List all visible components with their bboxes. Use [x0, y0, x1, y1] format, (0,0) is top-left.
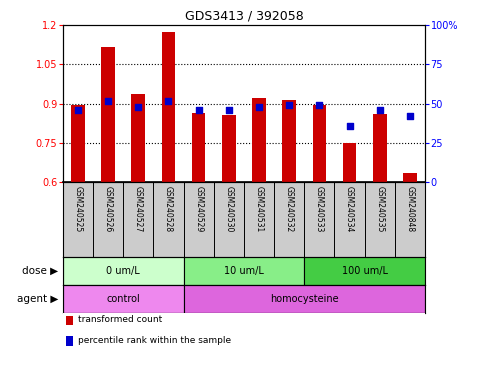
Bar [304, 257, 425, 285]
Text: GSM240528: GSM240528 [164, 186, 173, 232]
Bar [71, 105, 85, 182]
Bar [313, 105, 326, 182]
Bar [131, 94, 145, 182]
Text: GSM240534: GSM240534 [345, 186, 354, 233]
Text: 100 um/L: 100 um/L [341, 266, 388, 276]
Point [346, 122, 354, 129]
Text: GSM240525: GSM240525 [73, 186, 83, 232]
Text: homocysteine: homocysteine [270, 294, 339, 304]
Text: agent ▶: agent ▶ [16, 294, 58, 304]
Text: GSM240529: GSM240529 [194, 186, 203, 232]
Text: percentile rank within the sample: percentile rank within the sample [78, 336, 231, 345]
Title: GDS3413 / 392058: GDS3413 / 392058 [185, 9, 303, 22]
Point [285, 102, 293, 108]
Bar [343, 142, 356, 182]
Bar [403, 173, 417, 182]
Text: control: control [106, 294, 140, 304]
Text: GSM240848: GSM240848 [405, 186, 414, 232]
Bar [222, 115, 236, 182]
Bar [67, 336, 73, 346]
Text: GSM240532: GSM240532 [284, 186, 294, 232]
Text: 10 um/L: 10 um/L [224, 266, 264, 276]
Point [255, 104, 263, 110]
Bar [67, 316, 73, 325]
Bar [192, 113, 205, 182]
Text: GSM240531: GSM240531 [255, 186, 264, 232]
Point [104, 98, 112, 104]
Point [225, 107, 233, 113]
Point [315, 102, 323, 108]
Text: dose ▶: dose ▶ [22, 266, 58, 276]
Point [74, 107, 82, 113]
Point [134, 104, 142, 110]
Bar [252, 98, 266, 182]
Bar [162, 31, 175, 182]
Text: transformed count: transformed count [78, 315, 163, 324]
Point [165, 98, 172, 104]
Bar [184, 257, 304, 285]
Bar [283, 100, 296, 182]
Point [195, 107, 202, 113]
Bar [184, 285, 425, 313]
Text: GSM240526: GSM240526 [103, 186, 113, 232]
Bar [373, 114, 386, 182]
Bar [63, 285, 184, 313]
Text: GSM240530: GSM240530 [224, 186, 233, 233]
Text: GSM240535: GSM240535 [375, 186, 384, 233]
Bar [101, 47, 115, 182]
Text: 0 um/L: 0 um/L [106, 266, 140, 276]
Text: GSM240533: GSM240533 [315, 186, 324, 233]
Text: GSM240527: GSM240527 [134, 186, 143, 232]
Point [406, 113, 414, 119]
Point [376, 107, 384, 113]
Bar [63, 257, 184, 285]
